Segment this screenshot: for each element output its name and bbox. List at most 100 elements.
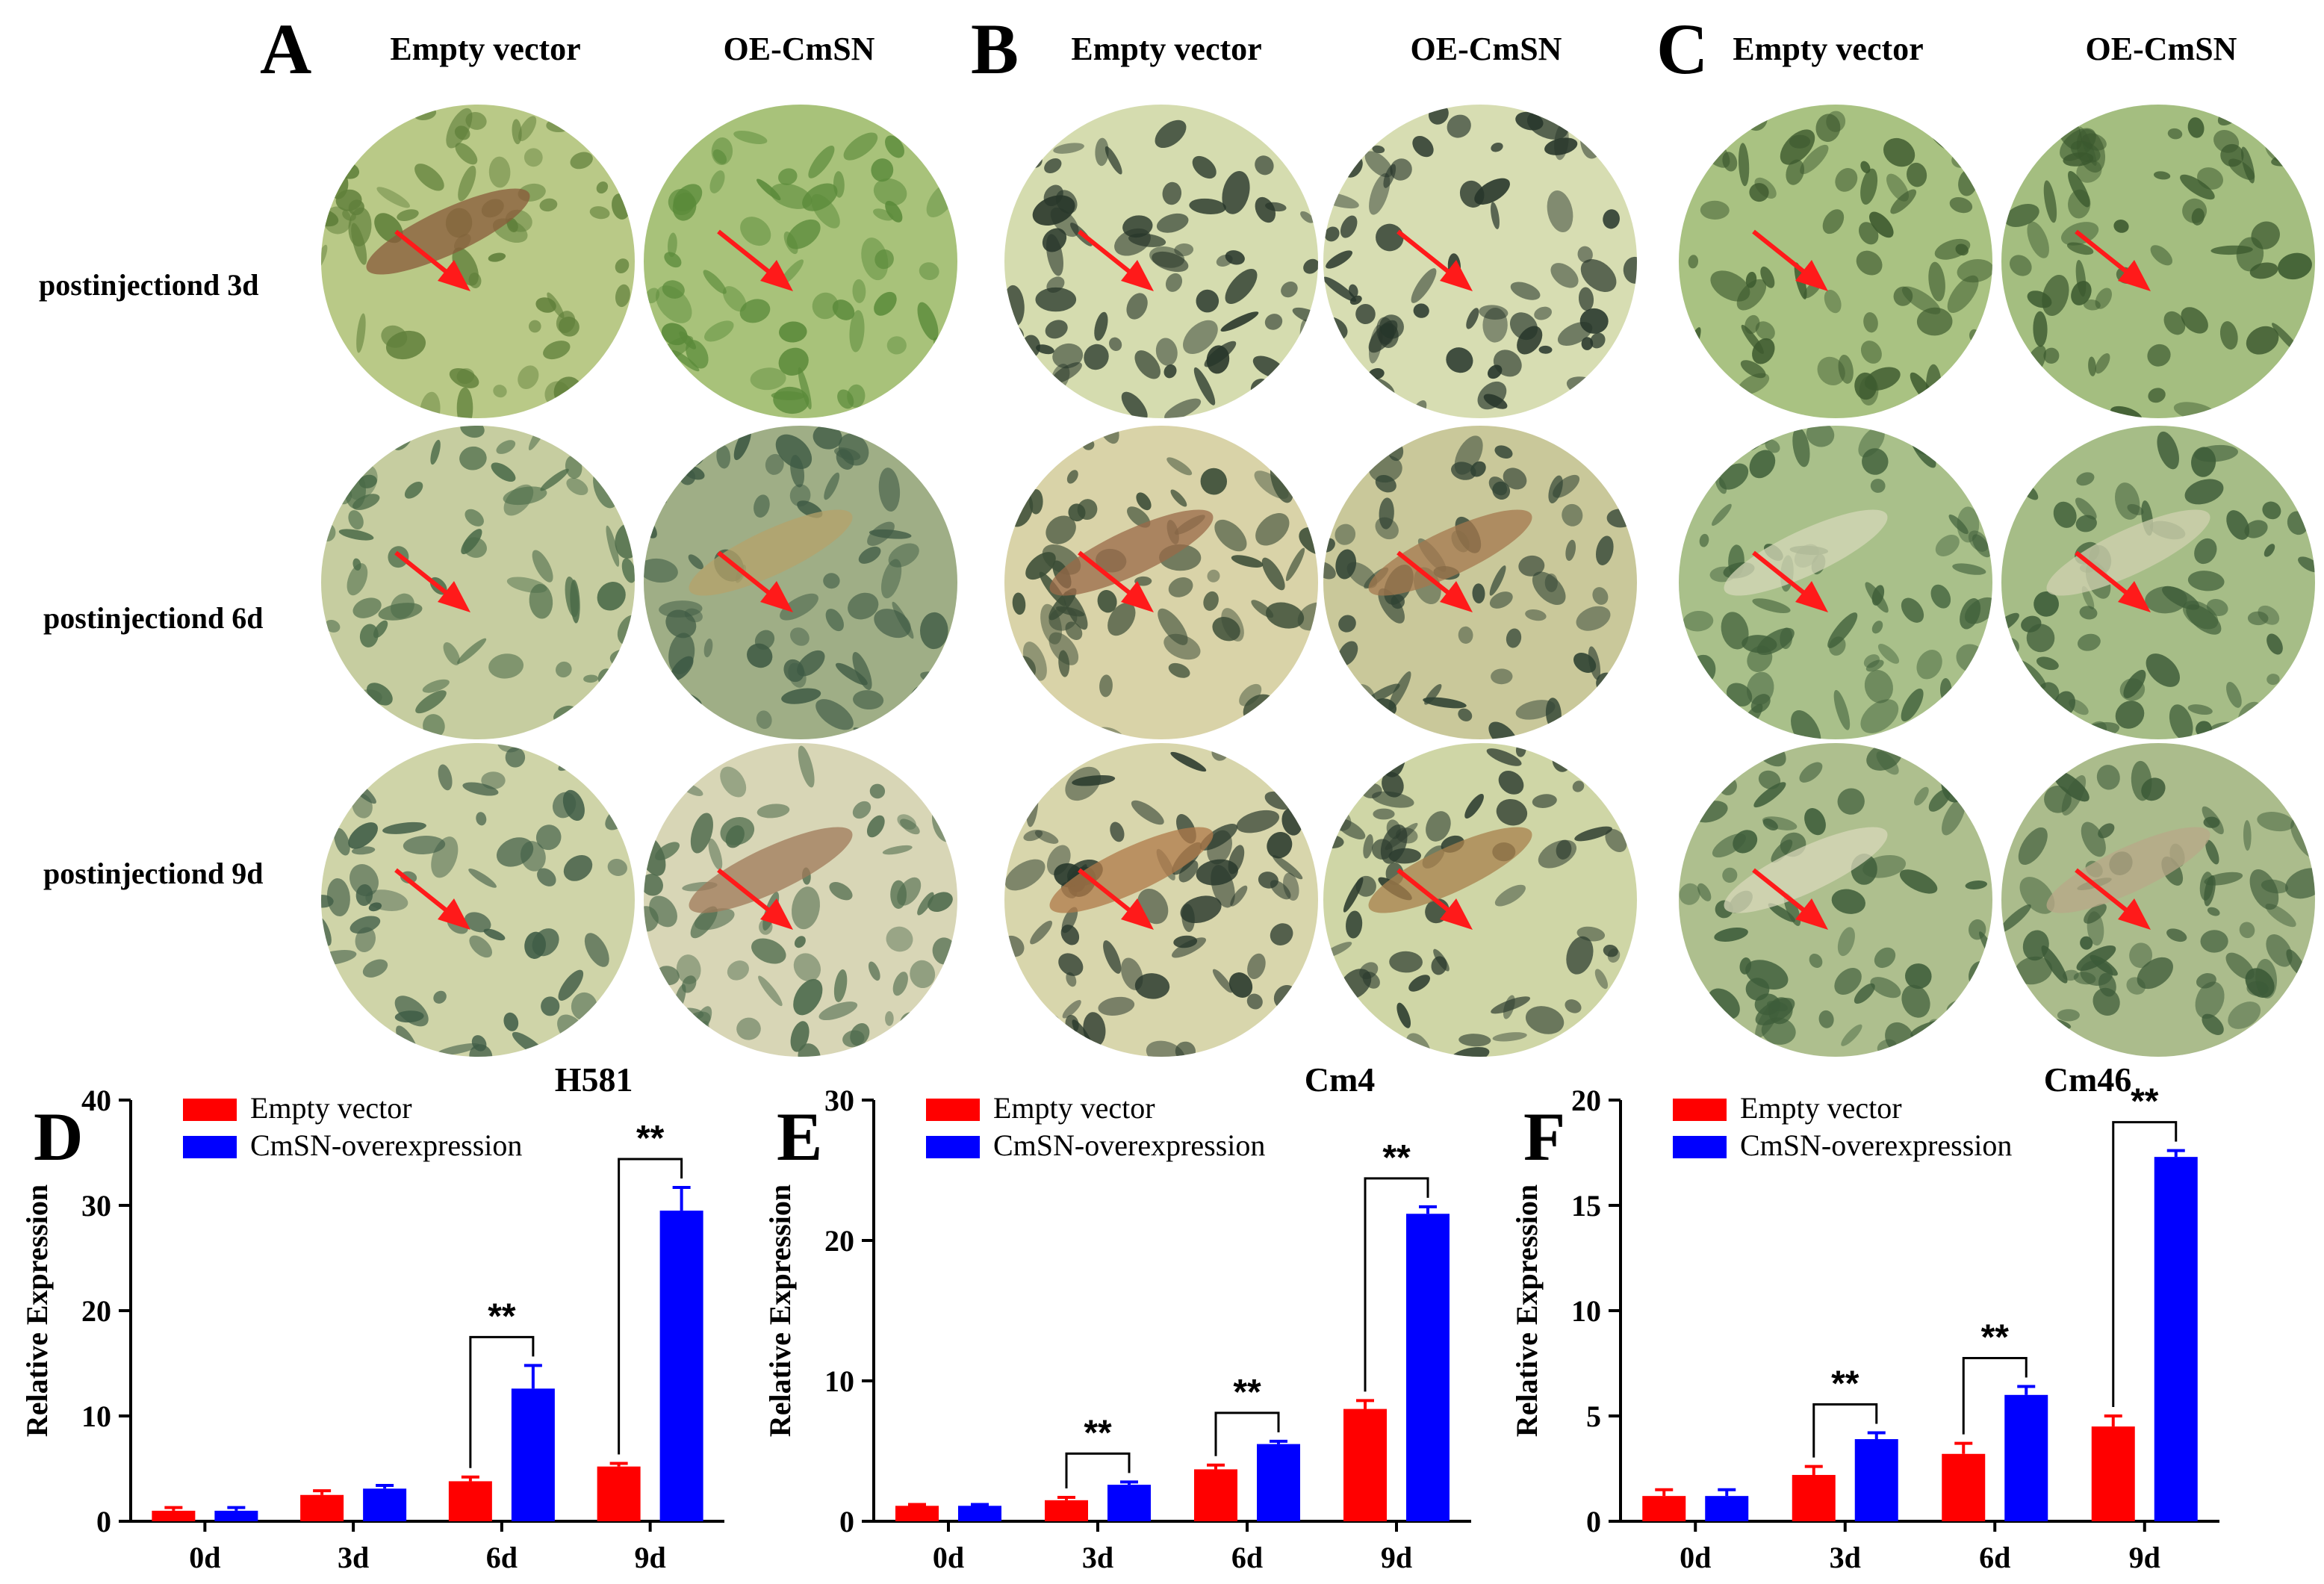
y-tick-label: 30 xyxy=(81,1189,111,1223)
y-tick-label: 30 xyxy=(824,1084,854,1117)
x-tick-label: 6d xyxy=(486,1541,518,1574)
significance-label: ** xyxy=(1831,1364,1859,1404)
x-tick-label: 0d xyxy=(189,1541,220,1574)
red-arrow-head-icon xyxy=(2118,581,2151,612)
bar-cmsn-overexpression xyxy=(363,1488,407,1521)
red-arrow-head-icon xyxy=(438,898,470,930)
x-tick-label: 0d xyxy=(1680,1541,1711,1574)
red-arrow-head-icon xyxy=(760,898,793,930)
y-tick-label: 10 xyxy=(1571,1294,1601,1328)
red-arrow-head-icon xyxy=(438,581,470,612)
y-tick-label: 15 xyxy=(1571,1189,1601,1223)
bar-empty-vector xyxy=(2091,1426,2135,1521)
row-label-9d: postinjectiond 9d xyxy=(43,857,264,890)
bar-empty-vector xyxy=(1942,1453,1986,1521)
significance-label: ** xyxy=(2131,1082,2159,1122)
red-arrow-head-icon xyxy=(1121,581,1154,612)
x-tick-label: 3d xyxy=(1830,1541,1861,1574)
panel-letter: F xyxy=(1523,1099,1565,1175)
chart-title: Cm4 xyxy=(1305,1060,1376,1099)
red-arrow-head-icon xyxy=(1795,260,1828,291)
significance-bracket xyxy=(1364,1177,1429,1392)
y-tick-label: 20 xyxy=(824,1224,854,1258)
y-tick-label: 0 xyxy=(96,1505,111,1538)
red-arrow-head-icon xyxy=(1440,260,1473,291)
legend-label-cmsn-overexpression: CmSN-overexpression xyxy=(993,1128,1265,1162)
panel-letter-c: C xyxy=(1656,9,1709,89)
bar-cmsn-overexpression xyxy=(511,1388,555,1521)
significance-bracket xyxy=(1065,1452,1131,1489)
x-tick-label: 9d xyxy=(1381,1541,1412,1574)
column-header-empty-vector: Empty vector xyxy=(1733,31,1924,67)
column-header-empty-vector: Empty vector xyxy=(390,31,581,67)
red-arrow-head-icon xyxy=(2118,898,2151,930)
bar-empty-vector xyxy=(448,1481,492,1521)
significance-label: ** xyxy=(1981,1318,2010,1358)
legend-swatch-cmsn-overexpression xyxy=(183,1136,237,1158)
bar-cmsn-overexpression xyxy=(659,1211,703,1521)
bar-cmsn-overexpression xyxy=(1705,1496,1749,1521)
bar-cmsn-overexpression xyxy=(1854,1439,1898,1521)
melon-photo xyxy=(1323,105,1637,418)
panel-letter: D xyxy=(34,1099,83,1175)
significance-bracket xyxy=(1214,1411,1280,1456)
significance-label: ** xyxy=(488,1296,516,1336)
red-arrow-head-icon xyxy=(1795,898,1828,930)
red-arrow-head-icon xyxy=(760,581,793,612)
legend-label-cmsn-overexpression: CmSN-overexpression xyxy=(1740,1128,2012,1162)
column-header-oe-cmsn: OE-CmSN xyxy=(723,31,875,67)
bar-empty-vector xyxy=(597,1466,641,1521)
legend-swatch-cmsn-overexpression xyxy=(926,1136,980,1158)
panel-letter-b: B xyxy=(971,9,1019,89)
bar-empty-vector xyxy=(1642,1496,1686,1521)
red-arrow-head-icon xyxy=(438,260,470,291)
legend-label-cmsn-overexpression: CmSN-overexpression xyxy=(250,1128,522,1162)
red-arrow-head-icon xyxy=(760,260,793,291)
y-tick-label: 0 xyxy=(1586,1505,1601,1538)
y-tick-label: 10 xyxy=(824,1364,854,1398)
bar-cmsn-overexpression xyxy=(1257,1444,1300,1521)
melon-photo xyxy=(644,105,957,418)
melon-photo xyxy=(644,743,957,1057)
panel-letter-a: A xyxy=(260,9,312,89)
x-tick-label: 6d xyxy=(1231,1541,1263,1574)
significance-bracket xyxy=(2112,1121,2178,1407)
melon-photo xyxy=(2001,743,2315,1057)
legend-swatch-cmsn-overexpression xyxy=(1673,1136,1727,1158)
melon-photo xyxy=(2001,426,2315,739)
bar-empty-vector xyxy=(152,1510,196,1521)
column-header-oe-cmsn: OE-CmSN xyxy=(2085,31,2237,67)
significance-bracket xyxy=(469,1335,535,1468)
y-tick-label: 0 xyxy=(839,1505,854,1538)
significance-label: ** xyxy=(636,1119,665,1158)
y-axis-label: Relative Expression xyxy=(20,1184,54,1437)
bar-cmsn-overexpression xyxy=(2004,1394,2048,1521)
y-tick-label: 5 xyxy=(1586,1400,1601,1433)
column-header-empty-vector: Empty vector xyxy=(1071,31,1262,67)
red-arrow-head-icon xyxy=(1795,581,1828,612)
significance-bracket xyxy=(1812,1403,1878,1458)
bar-empty-vector xyxy=(895,1506,939,1521)
bar-empty-vector xyxy=(1343,1408,1387,1521)
significance-label: ** xyxy=(1233,1373,1261,1412)
melon-photo xyxy=(644,426,957,739)
significance-bracket xyxy=(1962,1357,2028,1435)
chart-title: Cm46 xyxy=(2044,1060,2132,1099)
legend-swatch-empty-vector xyxy=(183,1099,237,1121)
bar-cmsn-overexpression xyxy=(958,1506,1001,1521)
legend-label-empty-vector: Empty vector xyxy=(250,1091,412,1125)
bar-empty-vector xyxy=(1194,1469,1237,1521)
x-tick-label: 0d xyxy=(933,1541,964,1574)
y-tick-label: 20 xyxy=(81,1294,111,1328)
x-tick-label: 6d xyxy=(1979,1541,2010,1574)
melon-photo xyxy=(2001,105,2315,418)
melon-photo xyxy=(1323,743,1637,1057)
red-arrow-head-icon xyxy=(1440,898,1473,930)
y-axis-label: Relative Expression xyxy=(763,1184,797,1437)
legend-swatch-empty-vector xyxy=(926,1099,980,1121)
legend-label-empty-vector: Empty vector xyxy=(1740,1091,1902,1125)
bar-cmsn-overexpression xyxy=(214,1510,258,1521)
bar-empty-vector xyxy=(1792,1474,1836,1521)
melon-photo xyxy=(1679,743,1992,1057)
melon-photo xyxy=(321,105,635,418)
